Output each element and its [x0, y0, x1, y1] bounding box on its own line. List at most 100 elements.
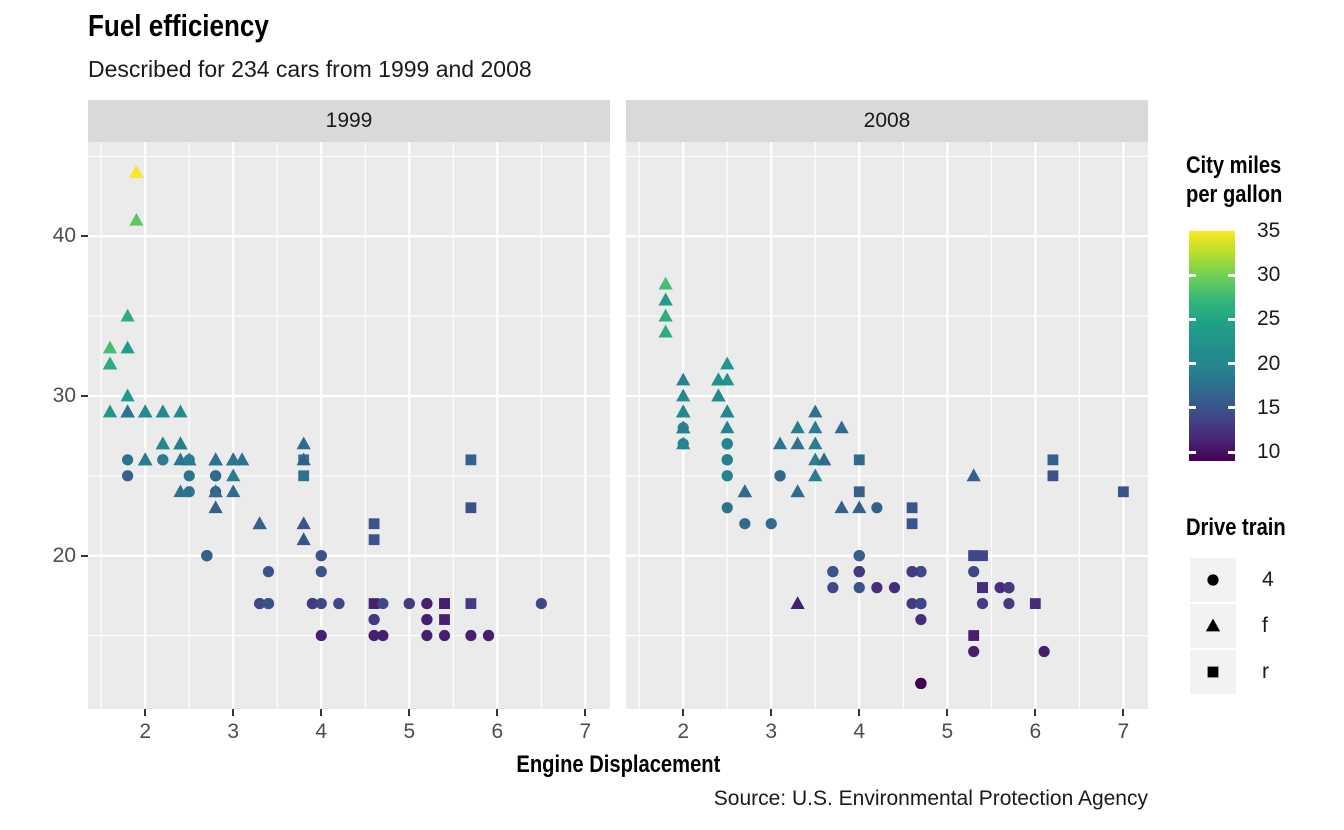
- data-point-triangle: [102, 404, 118, 418]
- x-tick-mark: [770, 709, 773, 716]
- data-point-triangle: [296, 532, 311, 546]
- x-tick-mark: [584, 709, 587, 716]
- data-point-circle: [403, 597, 415, 610]
- data-point-circle: [421, 613, 433, 626]
- y-tick-mark: [81, 235, 88, 238]
- data-point-triangle: [173, 436, 188, 450]
- page-title-text: Fuel efficiency: [88, 8, 269, 43]
- data-point-triangle: [711, 372, 726, 386]
- data-point-square: [465, 454, 477, 466]
- data-point-triangle: [120, 388, 135, 402]
- y-tick-mark: [81, 394, 88, 397]
- facet-label-1999: 1999: [325, 109, 373, 132]
- data-point-triangle: [676, 404, 691, 418]
- data-point-square: [853, 486, 865, 498]
- x-tick-label: 4: [315, 720, 328, 743]
- data-point-circle: [210, 470, 222, 482]
- data-point-triangle: [737, 484, 752, 498]
- data-point-triangle: [834, 420, 849, 434]
- data-point-square: [977, 550, 988, 562]
- data-point-square: [298, 470, 310, 482]
- data-point-circle: [535, 597, 547, 610]
- color-legend-tick-mark: [1228, 317, 1235, 321]
- facet-strip-1999: 1999: [88, 100, 610, 142]
- shape-legend-key-r: [1190, 650, 1236, 694]
- x-tick-mark: [682, 709, 685, 716]
- data-point-triangle: [852, 500, 867, 514]
- data-point-triangle: [676, 372, 691, 386]
- data-point-triangle: [138, 452, 153, 466]
- data-point-circle: [306, 597, 319, 610]
- data-point-square: [977, 582, 988, 594]
- x-tick-label: 7: [579, 720, 592, 743]
- data-point-triangle: [658, 308, 673, 322]
- data-point-triangle: [155, 404, 170, 418]
- color-legend-label: 10: [1257, 440, 1281, 464]
- data-point-circle: [853, 550, 865, 562]
- shape-legend-label-4: 4: [1262, 568, 1274, 591]
- data-point-square: [368, 518, 380, 530]
- data-point-square: [368, 534, 380, 546]
- data-point-circle: [906, 597, 918, 610]
- shape-legend-key-f: [1190, 604, 1236, 648]
- color-legend-tick-mark: [1228, 450, 1235, 454]
- x-tick-label: 3: [227, 720, 240, 743]
- data-point-square: [1029, 598, 1041, 609]
- x-tick-label: 5: [941, 720, 954, 743]
- data-point-square: [439, 598, 450, 609]
- data-point-circle: [368, 629, 380, 642]
- data-point-triangle: [658, 276, 673, 290]
- plot-subtitle: Described for 234 cars from 1999 and 200…: [88, 56, 532, 82]
- data-point-triangle: [252, 516, 267, 530]
- shape-legend-key-4: [1190, 558, 1236, 602]
- data-point-circle: [183, 454, 195, 466]
- data-point-circle: [994, 582, 1006, 594]
- data-point-triangle: [155, 436, 170, 450]
- data-point-circle: [827, 566, 839, 578]
- shape-legend-label-f: f: [1262, 614, 1268, 637]
- data-point-circle: [315, 629, 327, 642]
- data-point-circle: [915, 597, 927, 610]
- circle-glyph-icon: [1207, 574, 1219, 586]
- data-point-square: [968, 630, 980, 641]
- data-point-circle: [765, 518, 777, 530]
- square-glyph-icon: [1207, 666, 1219, 678]
- y-tick-label: 40: [52, 224, 76, 248]
- data-point-circle: [774, 470, 786, 482]
- data-point-circle: [315, 566, 327, 578]
- data-point-circle: [368, 613, 380, 626]
- x-tick-label: 2: [677, 720, 690, 743]
- data-point-circle: [906, 566, 918, 578]
- data-point-circle: [915, 613, 927, 626]
- color-legend-tick-mark: [1228, 406, 1235, 410]
- x-tick-label: 6: [1029, 720, 1042, 743]
- data-point-circle: [333, 597, 345, 610]
- page-title: Fuel efficiency: [88, 8, 303, 43]
- x-tick-label: 2: [139, 720, 152, 743]
- y-tick-label: 20: [52, 543, 76, 567]
- data-point-triangle: [676, 420, 691, 434]
- data-point-square: [968, 550, 980, 562]
- data-point-triangle: [296, 436, 311, 450]
- data-point-square: [1047, 454, 1059, 466]
- x-tick-mark: [1034, 709, 1037, 716]
- data-point-triangle: [808, 436, 823, 450]
- data-point-triangle: [808, 404, 823, 418]
- data-point-triangle: [966, 468, 981, 482]
- data-point-circle: [254, 597, 266, 610]
- data-point-circle: [968, 566, 980, 578]
- data-point-circle: [157, 454, 169, 466]
- data-point-circle: [421, 629, 433, 642]
- data-point-circle: [1038, 645, 1050, 658]
- data-point-square: [1047, 470, 1059, 482]
- data-point-circle: [465, 629, 477, 642]
- data-point-triangle: [296, 452, 311, 466]
- x-tick-label: 4: [853, 720, 866, 743]
- x-tick-mark: [408, 709, 411, 716]
- y-tick-label: 30: [52, 383, 76, 407]
- x-tick-mark: [858, 709, 861, 716]
- color-legend-label: 35: [1257, 219, 1281, 242]
- data-point-circle: [377, 597, 389, 610]
- x-tick-label: 5: [403, 720, 416, 743]
- data-point-triangle: [720, 404, 735, 418]
